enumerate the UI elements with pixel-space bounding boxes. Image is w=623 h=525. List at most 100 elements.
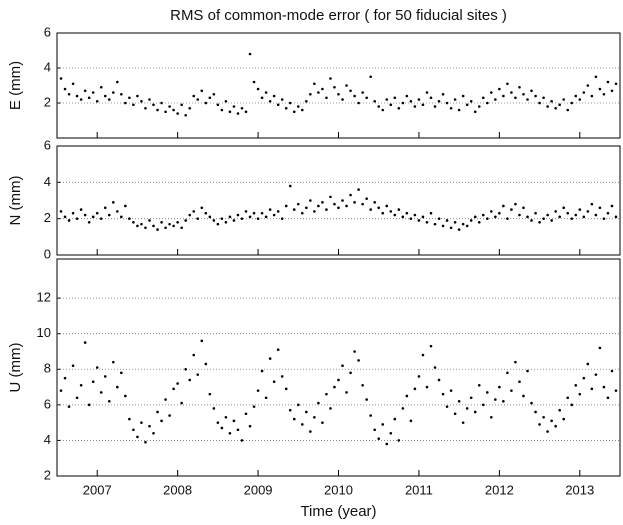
- point: [301, 108, 304, 112]
- point: [606, 80, 610, 84]
- point: [518, 213, 521, 217]
- point: [558, 215, 561, 219]
- point: [477, 105, 481, 108]
- point: [365, 398, 368, 401]
- x-tick-label: 2013: [565, 482, 594, 497]
- point: [63, 376, 67, 380]
- point: [136, 435, 139, 439]
- point: [437, 217, 441, 220]
- point: [361, 383, 364, 387]
- point: [445, 405, 449, 408]
- point: [373, 201, 376, 204]
- point: [75, 396, 79, 400]
- y-axis-label: U (mm): [7, 343, 24, 393]
- point: [498, 211, 501, 215]
- point: [212, 219, 216, 222]
- x-tick-label: 2007: [83, 482, 112, 497]
- point: [244, 210, 248, 213]
- point: [409, 217, 413, 220]
- point: [530, 89, 533, 93]
- point: [212, 407, 216, 410]
- point: [168, 105, 171, 108]
- point: [341, 199, 344, 202]
- point: [224, 221, 228, 224]
- point: [292, 208, 296, 211]
- point: [236, 213, 240, 217]
- point: [280, 375, 284, 378]
- point: [578, 392, 582, 396]
- point: [272, 213, 276, 217]
- point: [264, 396, 268, 400]
- point: [357, 188, 360, 191]
- point: [606, 211, 610, 215]
- point: [481, 213, 485, 217]
- point: [578, 208, 582, 211]
- point: [67, 219, 71, 222]
- point: [124, 204, 127, 208]
- point: [87, 221, 91, 224]
- point: [224, 99, 228, 103]
- point: [421, 215, 425, 219]
- point: [75, 94, 79, 98]
- point: [574, 94, 578, 98]
- point: [208, 392, 212, 396]
- point: [329, 77, 332, 80]
- point: [421, 103, 425, 107]
- point: [103, 94, 107, 98]
- point: [152, 103, 155, 107]
- point: [542, 96, 545, 100]
- point: [317, 401, 320, 405]
- point: [256, 87, 260, 91]
- point: [345, 84, 348, 87]
- point: [321, 87, 324, 91]
- point: [514, 96, 517, 100]
- x-axis-label: Time (year): [300, 503, 376, 520]
- point: [441, 392, 445, 396]
- point: [590, 202, 594, 206]
- point: [365, 96, 368, 100]
- point: [477, 221, 481, 224]
- point: [469, 99, 473, 103]
- point: [562, 98, 565, 101]
- point: [485, 391, 489, 394]
- point: [490, 210, 493, 213]
- point: [252, 211, 256, 215]
- point: [63, 215, 67, 219]
- point: [405, 394, 409, 398]
- point: [321, 421, 324, 424]
- point: [425, 221, 429, 224]
- point: [148, 219, 151, 222]
- point: [160, 101, 163, 105]
- point: [570, 403, 574, 407]
- point: [168, 222, 171, 226]
- point: [522, 206, 525, 210]
- point: [518, 85, 521, 89]
- point: [156, 108, 159, 112]
- point: [232, 105, 236, 108]
- point: [590, 387, 594, 391]
- point: [288, 408, 292, 412]
- point: [140, 421, 143, 424]
- y-axis-label: N (mm): [7, 176, 24, 226]
- point: [95, 366, 99, 369]
- point: [510, 389, 513, 392]
- point: [260, 211, 264, 215]
- point: [538, 101, 541, 105]
- point: [554, 424, 557, 428]
- point: [144, 440, 147, 444]
- point: [393, 96, 397, 100]
- point: [67, 92, 71, 96]
- point: [317, 91, 320, 94]
- point: [530, 401, 533, 405]
- point: [473, 110, 477, 114]
- point: [144, 226, 147, 230]
- point: [465, 407, 469, 410]
- point: [582, 91, 586, 94]
- point: [284, 106, 288, 110]
- point: [490, 416, 493, 419]
- point: [164, 110, 167, 114]
- point: [413, 387, 417, 391]
- point: [558, 103, 561, 107]
- point: [240, 106, 244, 110]
- point: [296, 403, 300, 407]
